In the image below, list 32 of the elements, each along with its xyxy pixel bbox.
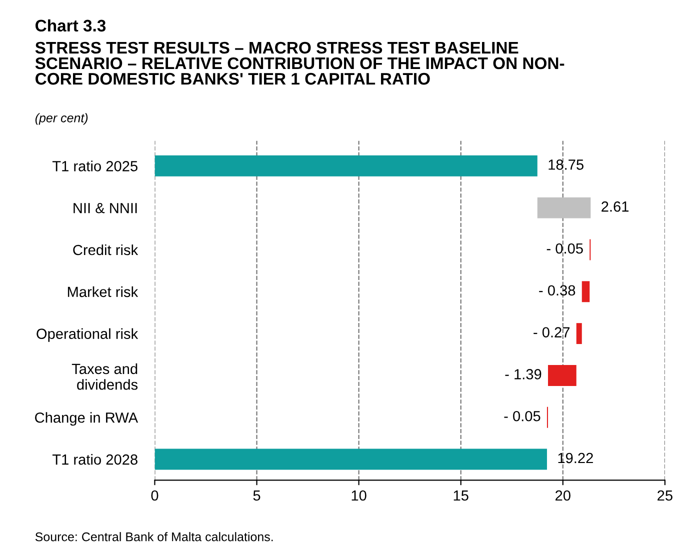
data-label: - 0.38: [539, 285, 576, 296]
bar: [537, 197, 591, 218]
bar: [548, 364, 576, 386]
data-label: - 0.27: [534, 327, 570, 338]
bar: [582, 281, 590, 302]
data-label: 2.61: [602, 201, 629, 212]
y-tick-label: Credit risk: [73, 244, 138, 256]
chart-title: Chart 3.3: [36, 19, 106, 32]
bar: [154, 448, 547, 470]
data-label: - 0.05: [504, 410, 540, 422]
y-tick-label: T1 ratio 2025: [52, 160, 138, 172]
y-tick-label: Taxes and dividends: [72, 363, 138, 390]
y-tick-label: Operational risk: [36, 328, 138, 342]
y-tick-label: T1 ratio 2028: [52, 454, 138, 465]
data-label: - 1.39: [505, 369, 542, 380]
y-tick-label: Change in RWA: [35, 412, 138, 426]
y-tick-label: NII & NNII: [74, 203, 137, 214]
bar: [154, 155, 538, 176]
x-tick-label: 0: [151, 490, 158, 501]
data-label: 18.75: [548, 159, 584, 170]
x-tick-label: 5: [253, 490, 260, 501]
data-label: 19.22: [558, 452, 593, 464]
x-tick-label: 20: [556, 490, 570, 501]
bar: [576, 323, 582, 344]
y-tick-label: Market risk: [68, 286, 138, 298]
x-tick-label: 15: [454, 490, 468, 501]
text: (per cent): [35, 113, 88, 125]
x-tick-label: 25: [658, 490, 672, 501]
data-label: - 0.05: [546, 243, 583, 254]
x-tick-label: 10: [352, 490, 366, 501]
source-note: Source: Central Bank of Malta calculations.: [35, 532, 273, 542]
chart-subtitle: STRESS TEST RESULTS – MACRO STRESS TEST BASELINE SCENARIO – RELATIVE CONTRIBUTION OF THE IMPACT ON NON- CORE DOMESTIC BANKS' TIER 1 CAPITAL RATIO: [35, 42, 564, 85]
